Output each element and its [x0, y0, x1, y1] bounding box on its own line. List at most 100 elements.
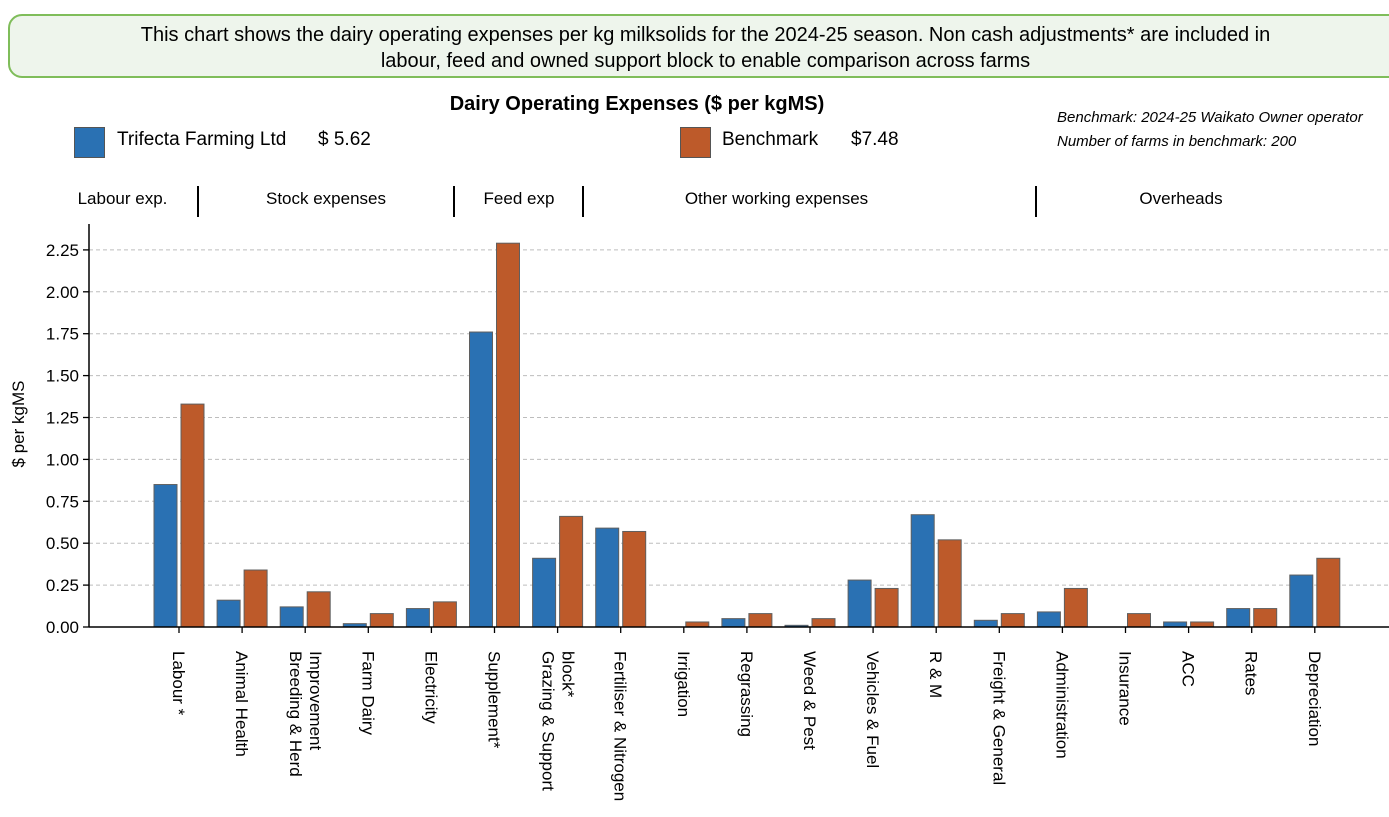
- y-tick-label: 1.25: [46, 409, 79, 428]
- bar-benchmark: [685, 621, 710, 628]
- x-tick-label: Farm Dairy: [358, 651, 377, 736]
- benchmark-note-line-1: Benchmark: 2024-25 Waikato Owner operato…: [1057, 109, 1363, 126]
- bar-benchmark: [432, 601, 457, 628]
- x-tick-label: Insurance: [1116, 651, 1135, 726]
- bar-trifecta: [1226, 608, 1251, 628]
- x-tick-label: Breeding & HerdImprovement: [286, 651, 325, 777]
- bar-benchmark: [180, 403, 205, 628]
- bar-benchmark: [874, 587, 899, 628]
- y-tick-label: 2.25: [46, 241, 79, 260]
- x-tick-label-line: Electricity: [421, 651, 440, 724]
- bar-benchmark: [369, 613, 394, 628]
- x-tick-label-line: Depreciation: [1305, 651, 1324, 746]
- bar-benchmark: [306, 591, 331, 628]
- bar-trifecta: [1036, 611, 1061, 628]
- bar-benchmark: [1316, 557, 1341, 628]
- legend-label-trifecta: Trifecta Farming Ltd: [117, 129, 287, 150]
- bar-trifecta: [1289, 574, 1314, 628]
- bar-benchmark: [1190, 621, 1215, 628]
- bar-trifecta: [973, 619, 998, 628]
- x-tick-label-line: Vehicles & Fuel: [863, 651, 882, 768]
- bar-benchmark: [937, 539, 962, 628]
- bar-benchmark: [243, 569, 268, 628]
- bar-trifecta: [1163, 621, 1188, 628]
- x-tick-label-line: Freight & General: [989, 651, 1008, 785]
- y-tick-label: 0.50: [46, 534, 79, 553]
- bar-trifecta: [847, 579, 872, 628]
- bar-benchmark: [496, 242, 520, 628]
- bar-trifecta: [216, 599, 241, 628]
- x-tick-label-line: Supplement*: [485, 651, 504, 749]
- x-tick-label-line: Grazing & Support: [539, 651, 558, 791]
- x-tick-label-line: Rates: [1242, 651, 1261, 695]
- y-tick-label: 0.25: [46, 576, 79, 595]
- bar-benchmark: [1127, 613, 1151, 628]
- x-tick-label: Depreciation: [1305, 651, 1324, 746]
- x-tick-label: Weed & Pest: [800, 651, 819, 750]
- bar-trifecta: [910, 514, 935, 628]
- x-tick-label: Labour *: [169, 651, 188, 716]
- bar-benchmark: [748, 613, 773, 628]
- group-label-stock: Stock expenses: [265, 189, 386, 208]
- x-tick-label-line: Breeding & Herd: [286, 651, 305, 777]
- x-tick-label-line: R & M: [926, 651, 945, 698]
- bar-trifecta: [405, 608, 430, 628]
- x-tick-label: ACC: [1179, 651, 1198, 687]
- group-label-labour: Labour exp.: [77, 189, 168, 208]
- group-separator: [1035, 186, 1037, 217]
- bar-benchmark: [811, 618, 836, 628]
- x-tick-label: Freight & General: [989, 651, 1008, 785]
- banner-line-2: labour, feed and owned support block to …: [380, 50, 1031, 72]
- x-tick-label-line: Weed & Pest: [800, 651, 819, 750]
- y-tick-label: 1.50: [46, 367, 79, 386]
- bar-trifecta: [469, 331, 493, 628]
- bar-benchmark: [1000, 613, 1025, 628]
- x-tick-label: Grazing & Supportblock*: [539, 651, 578, 791]
- group-label-feed: Feed exp: [483, 189, 555, 208]
- x-tick-label-line: Regrassing: [737, 651, 756, 737]
- bar-benchmark: [622, 530, 647, 628]
- info-banner: This chart shows the dairy operating exp…: [8, 14, 1389, 78]
- legend-swatch-trifecta: [74, 127, 105, 158]
- x-tick-label-line: Fertiliser & Nitrogen: [611, 651, 630, 801]
- bar-trifecta: [595, 527, 620, 628]
- group-separator: [453, 186, 455, 217]
- x-tick-label: Irrigation: [674, 651, 693, 717]
- bar-trifecta: [532, 557, 557, 628]
- bar-benchmark: [1063, 587, 1088, 628]
- group-separator: [582, 186, 584, 217]
- group-separator: [197, 186, 199, 217]
- x-tick-label-line: Administration: [1052, 651, 1071, 759]
- banner-line-1: This chart shows the dairy operating exp…: [140, 24, 1271, 46]
- x-tick-label-line: Animal Health: [232, 651, 251, 757]
- x-tick-label-line: Farm Dairy: [358, 651, 377, 736]
- x-tick-label: Animal Health: [232, 651, 251, 757]
- bar-trifecta: [721, 618, 746, 628]
- x-tick-label-line: Labour *: [169, 651, 188, 716]
- y-tick-label: 1.75: [46, 325, 79, 344]
- x-tick-label-line: Insurance: [1116, 651, 1135, 726]
- y-tick-label: 2.00: [46, 283, 79, 302]
- y-tick-label: 0.00: [46, 618, 79, 637]
- x-tick-label: Electricity: [421, 651, 440, 724]
- x-tick-label: Administration: [1052, 651, 1071, 759]
- y-tick-label: 0.75: [46, 492, 79, 511]
- bar-benchmark: [559, 515, 584, 628]
- legend-total-benchmark: $7.48: [851, 129, 899, 150]
- bar-benchmark: [1253, 608, 1278, 628]
- x-tick-label: Vehicles & Fuel: [863, 651, 882, 768]
- x-tick-label: Fertiliser & Nitrogen: [611, 651, 630, 801]
- x-tick-label-line: ACC: [1179, 651, 1198, 687]
- x-tick-label: Rates: [1242, 651, 1261, 695]
- x-tick-label: R & M: [926, 651, 945, 698]
- y-tick-label: 1.00: [46, 450, 79, 469]
- group-label-overheads: Overheads: [1139, 189, 1223, 208]
- legend-swatch-benchmark: [680, 127, 711, 158]
- group-label-other-working: Other working expenses: [684, 189, 869, 208]
- chart-title: Dairy Operating Expenses ($ per kgMS): [449, 93, 825, 115]
- x-tick-label-line: block*: [559, 651, 578, 698]
- x-tick-label: Regrassing: [737, 651, 756, 737]
- benchmark-note-line-2: Number of farms in benchmark: 200: [1057, 133, 1297, 150]
- x-tick-label-line: Irrigation: [674, 651, 693, 717]
